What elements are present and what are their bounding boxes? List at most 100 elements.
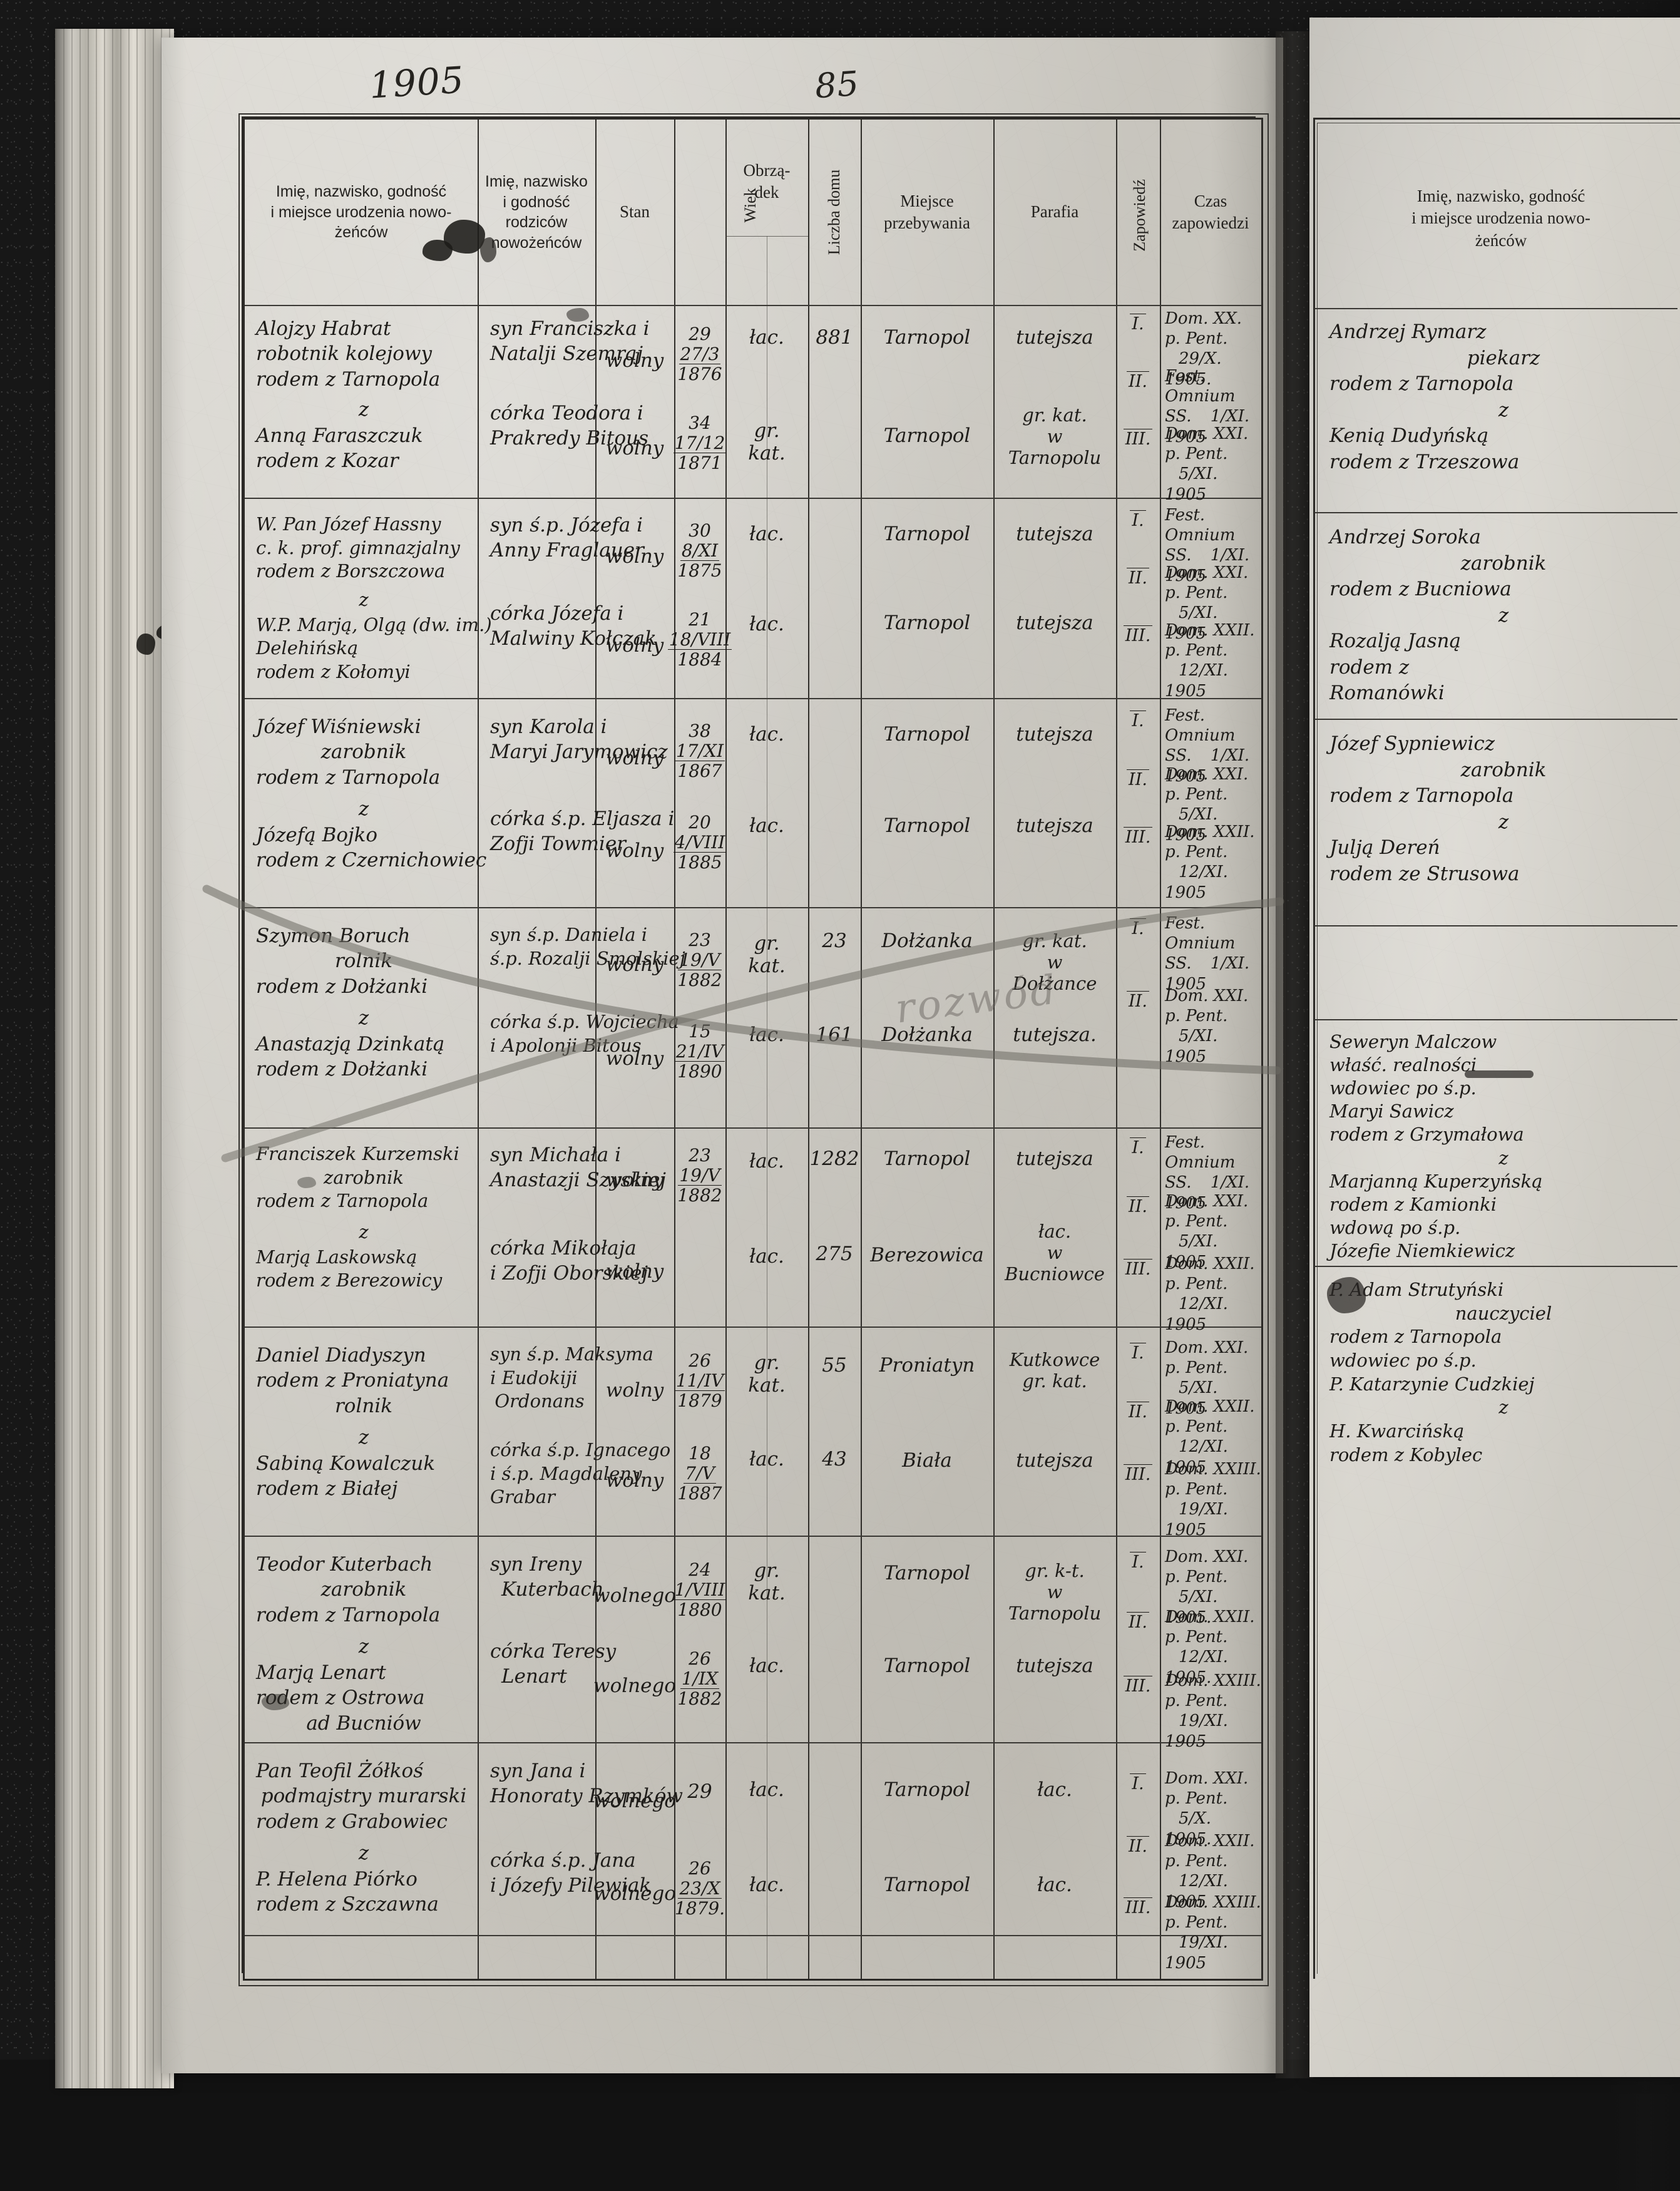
r5-house-groom: 55 <box>822 1354 847 1377</box>
rp-e0-l2: rodem z Tarnopola <box>1329 372 1514 396</box>
header-czas-l2: zapowiedzi <box>1172 213 1249 232</box>
r3-groom-name: Szymon Boruch <box>256 925 411 947</box>
rp-e2-l3: z <box>1498 810 1509 833</box>
r0-bride-name: Anną Faraszczuk <box>256 424 423 448</box>
r2-bann-0: Fest. Omnium SS. 1/XI. 1905 <box>1165 706 1250 786</box>
page-number: 85 <box>813 63 861 106</box>
r0-bann-no-1: II. <box>1116 369 1160 394</box>
r1-mother-l0: córka Józefa i <box>490 602 624 625</box>
rp-e0-l4: Kenią Dudyńską <box>1329 424 1489 448</box>
rp-header-line2: i miejsce urodzenia nowo- <box>1411 208 1590 228</box>
r6-place-groom: Tarnopol <box>883 1562 971 1584</box>
rp-e2-l5: rodem ze Strusowa <box>1329 862 1520 885</box>
vrule-parafia-zapowiedz <box>1116 120 1117 1979</box>
rp-rule-5 <box>1314 1266 1677 1267</box>
r0-mother-l0: córka Teodora i <box>490 401 643 424</box>
r4-rite-groom: łac. <box>749 1150 784 1172</box>
r4-bann-no-1: II. <box>1116 1194 1160 1219</box>
r4-bann-1: Dom. XXI. p. Pent. 5/XI. 1905 <box>1165 1192 1249 1271</box>
r2-parish-groom: tutejsza <box>1016 723 1094 746</box>
r7-stan-groom: wolnego <box>593 1790 676 1812</box>
rp-rule-3 <box>1314 925 1677 926</box>
r5-bann-no-0: I. <box>1116 1340 1160 1365</box>
r0-conjunction: z <box>358 398 369 421</box>
r0-age-bride: 34 <box>689 413 711 434</box>
rp-e3-l3: Maryi Sawicz <box>1329 1101 1454 1122</box>
rp-e3-l7: rodem z Kamionki <box>1329 1193 1497 1215</box>
hrule-row-6 <box>245 1742 1261 1743</box>
r7-bride-name: P. Helena Piórko <box>256 1868 417 1891</box>
rp-e4-l4: P. Katarzynie Cudzkiej <box>1329 1373 1535 1395</box>
r1-stan-bride: wolny <box>605 634 664 657</box>
ink-blot-rp-adam <box>1327 1277 1366 1313</box>
r6-stan-groom: wolnego <box>593 1584 676 1607</box>
r3-bride-origin: rodem z Dołżanki <box>256 1058 428 1081</box>
r1-bann-0: Fest. Omnium SS. 1/XI. 1905 <box>1165 506 1250 585</box>
rp-entry-1: Andrzej Soroka zarobnik rodem z Bucniowa… <box>1319 518 1680 707</box>
rp-e3-l4: rodem z Grzymałowa <box>1329 1124 1524 1146</box>
ink-blot-page-b <box>297 1177 316 1188</box>
r7-bride-origin: rodem z Szczawna <box>256 1893 439 1916</box>
r1-year-groom: 1875 <box>677 560 722 582</box>
r6-bann-0: Dom. XXI. p. Pent. 5/XI. 1905. <box>1165 1547 1249 1627</box>
r2-groom-origin: rodem z Tarnopola <box>256 766 441 789</box>
r2-place-groom: Tarnopol <box>883 723 971 746</box>
ink-blot-header-b <box>423 240 453 261</box>
rp-e0-l5: rodem z Trzeszowa <box>1329 450 1520 473</box>
r5-rite-groom: gr. kat. <box>748 1352 786 1397</box>
rp-rule-2 <box>1314 719 1677 720</box>
r7-groom-occupation: podmajstry murarski <box>260 1785 467 1808</box>
r2-groom-occupation: zarobnik <box>320 741 407 764</box>
r5-groom-name: Daniel Diadyszyn <box>256 1344 426 1367</box>
r7-rite-bride: łac. <box>749 1874 784 1896</box>
r7-parish-groom: łac. <box>1037 1778 1072 1801</box>
rp-e2-l1: zarobnik <box>1460 758 1547 781</box>
r1-groom-occupation: c. k. prof. gimnazjalny <box>256 536 460 558</box>
r3-parents: syn ś.p. Daniela i ś.p. Rozalji Smolskie… <box>490 924 685 1057</box>
r4-groom-origin: rodem z Tarnopola <box>256 1190 429 1212</box>
r0-parents: syn Franciszka i Natalji Szemraj córka T… <box>478 307 650 451</box>
rp-entry-4: P. Adam Strutyński nauczyciel rodem z Ta… <box>1319 1272 1680 1467</box>
marriage-banns-table: Imię, nazwisko, godność i miejsce urodze… <box>238 113 1269 1986</box>
r7-bann-1: Dom. XXII. p. Pent. 12/XI. 1905 <box>1165 1832 1255 1911</box>
r0-year-bride: 1871 <box>677 453 722 474</box>
r0-groom-name: Alojzy Habrat <box>256 317 391 340</box>
r0-stan-bride: wolny <box>605 437 664 459</box>
r2-groom-name: Józef Wiśniewski <box>256 716 421 738</box>
backdrop-bottom-shadow <box>0 2060 1680 2191</box>
r0-month-bride: 12 <box>702 432 725 453</box>
header-obrzadek: Obrzą- dek <box>725 128 808 235</box>
r4-house-groom: 1282 <box>809 1147 859 1170</box>
rp-e1-l0: Andrzej Soroka <box>1329 526 1481 548</box>
r1-place-groom: Tarnopol <box>883 523 971 545</box>
book-gutter-shadow <box>1276 31 1313 2078</box>
r1-bann-1: Dom. XXI. p. Pent. 5/XI. 1905 <box>1165 563 1249 643</box>
r1-parents: syn ś.p. Józefa i Anny Fraglauer córka J… <box>478 504 657 651</box>
r0-house: 881 <box>816 326 853 349</box>
r0-bann1-l2: 1/XI. 1905 <box>1165 407 1250 446</box>
r6-rite-bride: łac. <box>749 1655 784 1677</box>
r0-parish-bride-l2: Tarnopolu <box>1008 447 1102 468</box>
table-row: Franciszek Kurzemski zarobnik rodem z Ta… <box>245 1134 478 1293</box>
rp-e1-l5: rodem z <box>1329 655 1410 679</box>
rp-e3-l9: Józefie Niemkiewicz <box>1329 1239 1515 1261</box>
rp-e1-l1: zarobnik <box>1460 552 1547 575</box>
r5-parents: syn ś.p. Maksyma i Eudokiji Ordonans cór… <box>490 1343 671 1508</box>
r1-groom-origin: rodem z Borszczowa <box>256 560 446 582</box>
r0-day-bride: 17 <box>674 432 697 453</box>
header-czas-zapowiedzi: Czas zapowiedzi <box>1160 120 1261 305</box>
rp-e3-l6: Marjanną Kuperzyńską <box>1329 1170 1543 1192</box>
ink-blot-stack-a <box>136 634 155 655</box>
r0-bann1-l1: Fest. Omnium SS. <box>1165 367 1236 426</box>
r2-wiek-bride: 20 4/VIII 1885 <box>673 812 727 873</box>
table-row: Teodor Kuterbach zarobnik rodem z Tarnop… <box>245 1543 478 1736</box>
r6-wiek-bride: 26 1/IX 1882 <box>677 1648 722 1710</box>
r1-bride-name: W.P. Marją, Olgą (dw. im.) <box>256 613 492 635</box>
r4-house-bride: 275 <box>816 1243 853 1265</box>
rp-header-line1: Imię, nazwisko, godność <box>1416 187 1585 206</box>
ink-blot-page-c <box>262 1694 289 1710</box>
hrule-row-2 <box>245 907 1261 908</box>
r2-bride-origin: rodem z Czernichowiec <box>256 849 487 872</box>
r1-bann-no-2: III. <box>1116 623 1160 648</box>
r3-bann-no-0: I. <box>1116 916 1160 941</box>
